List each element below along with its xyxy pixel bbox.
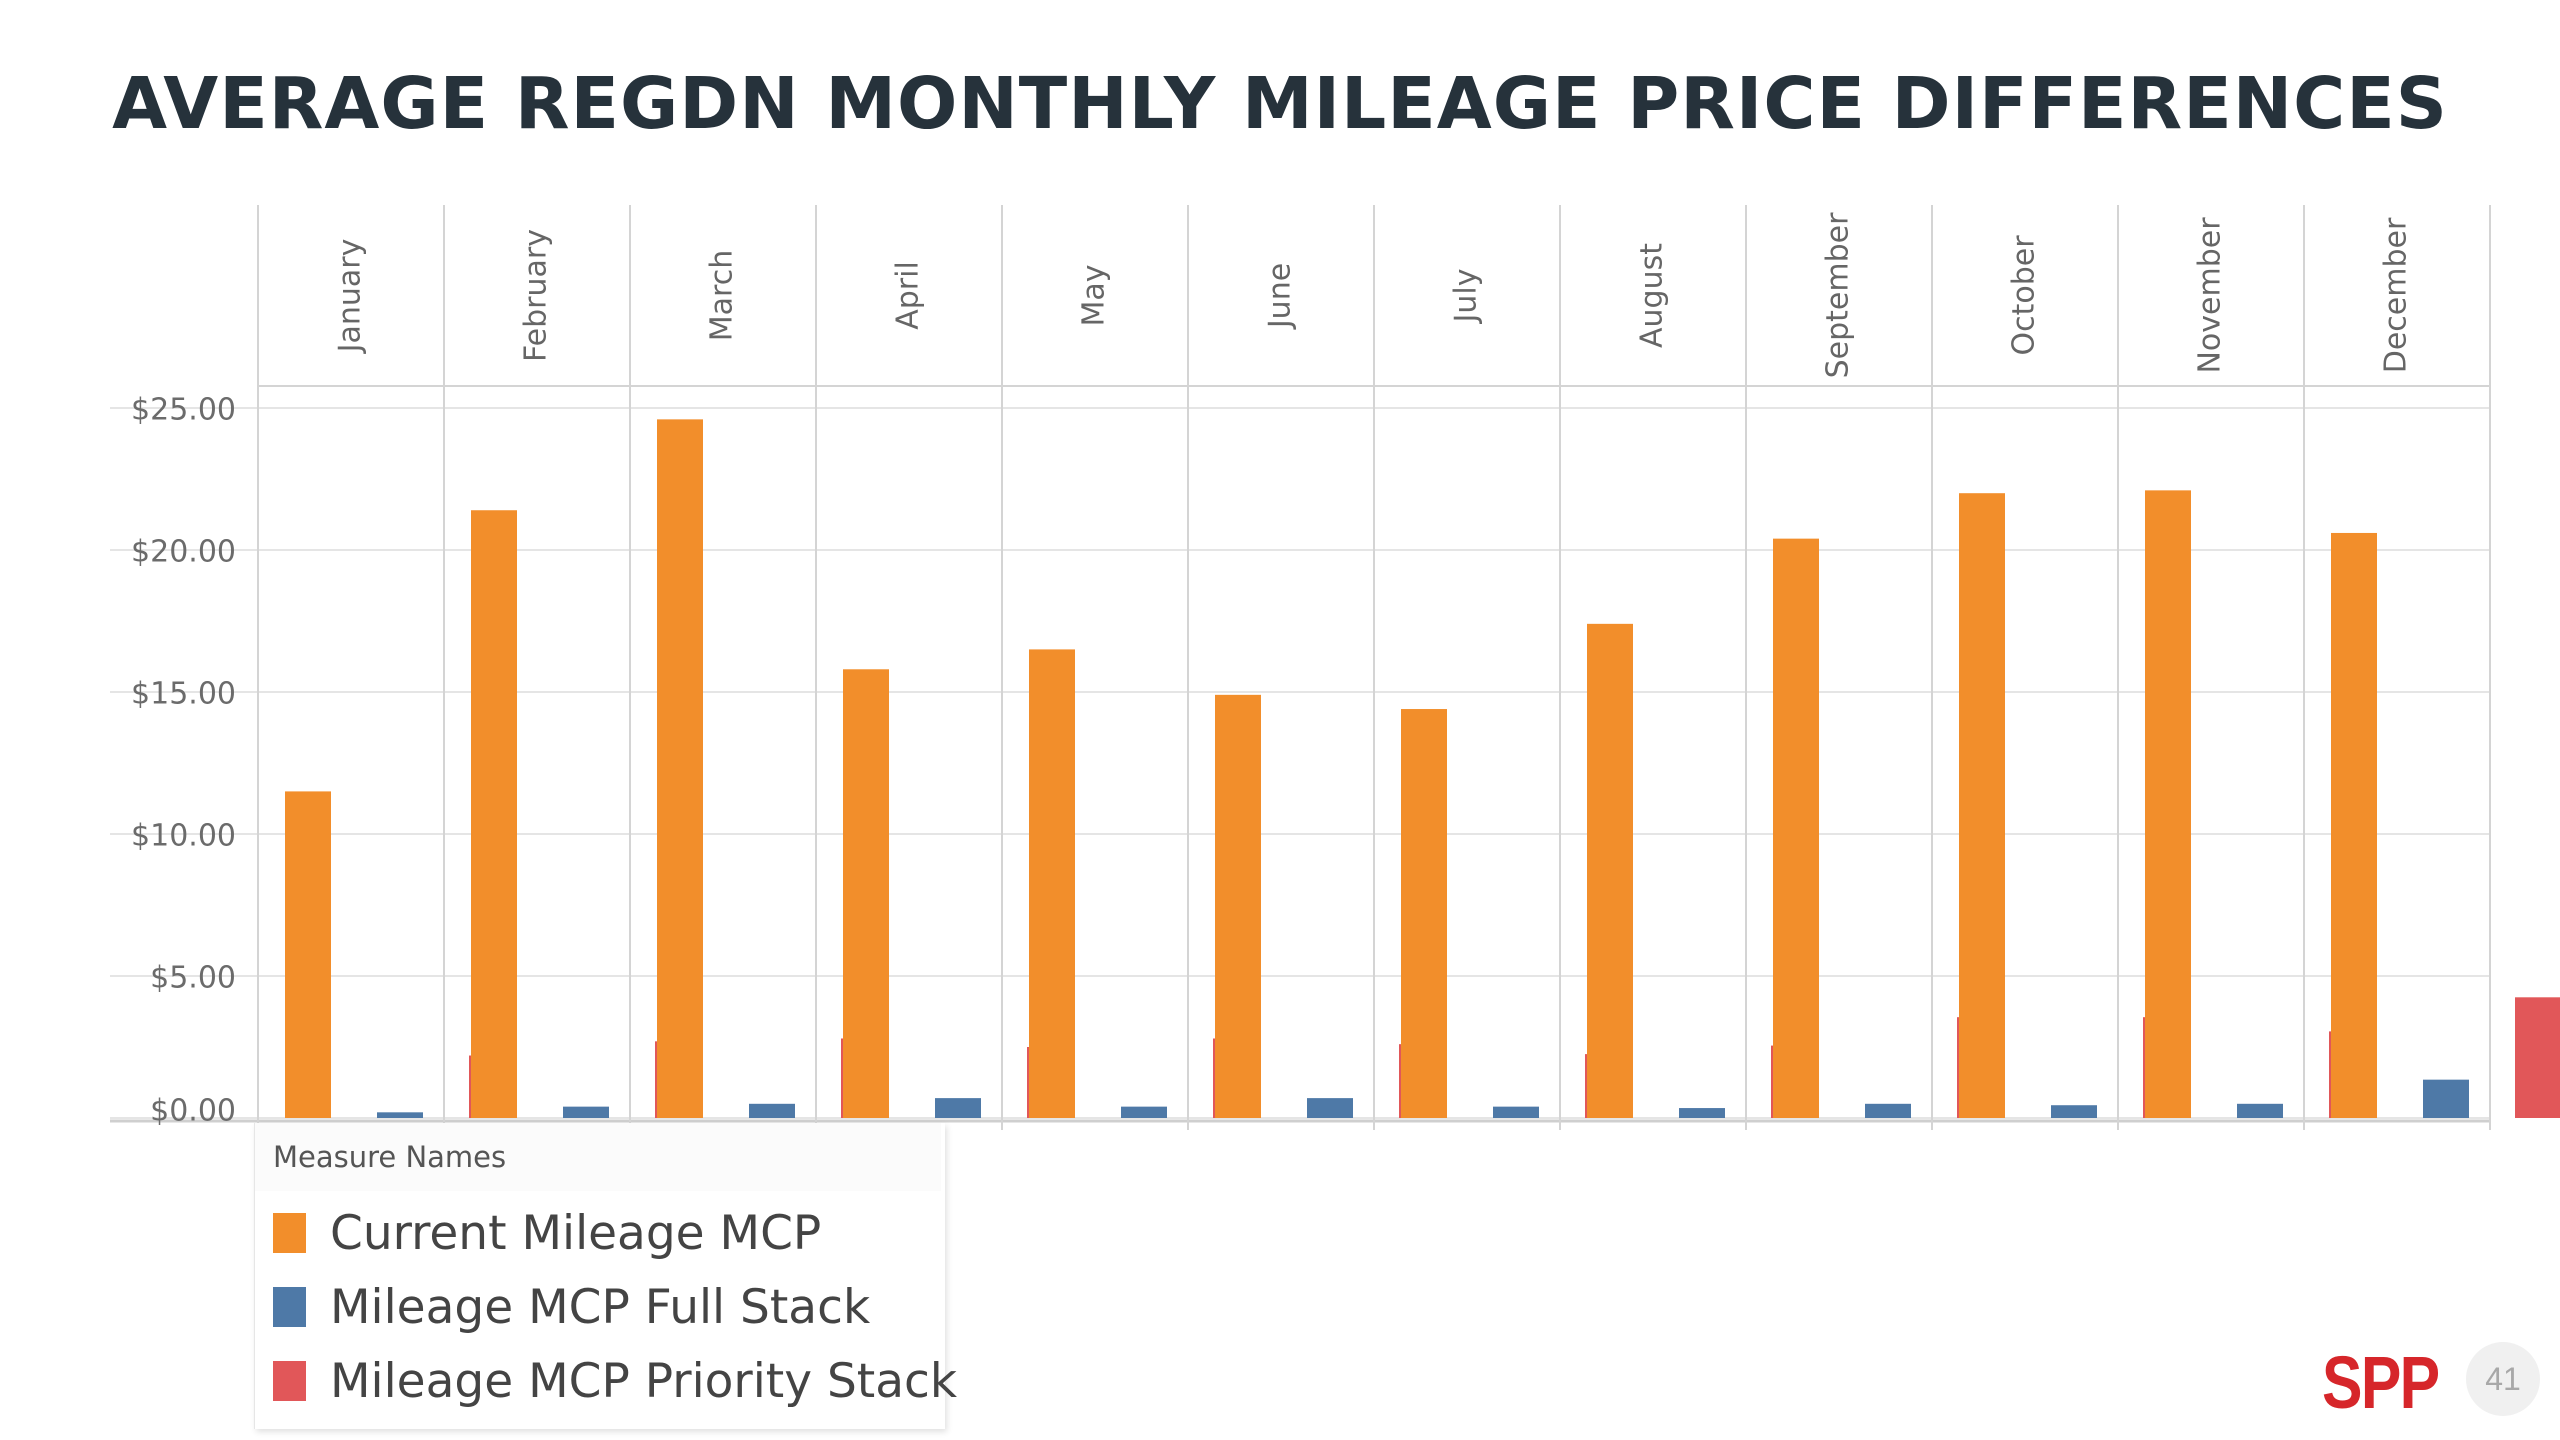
bar-february-mileage-mcp-full-stack[interactable]	[563, 1106, 609, 1118]
month-header-july: July	[1449, 269, 1484, 325]
month-header-labels: January February March April May June July Augu…	[333, 212, 2414, 378]
bar-april-mileage-mcp-full-stack[interactable]	[935, 1098, 981, 1118]
month-header-august: August	[1635, 243, 1670, 348]
month-header-april: April	[891, 261, 926, 330]
y-tick-label: $0.00	[150, 1094, 236, 1129]
legend-item-mileage-mcp-full-stack[interactable]: Mileage MCP Full Stack	[273, 1279, 870, 1335]
bar-march-mileage-mcp-full-stack[interactable]	[749, 1103, 795, 1118]
month-header-may: May	[1077, 264, 1112, 326]
legend-item-mileage-mcp-priority-stack[interactable]: Mileage MCP Priority Stack	[273, 1353, 957, 1409]
legend-swatch	[273, 1213, 306, 1253]
legend-swatch	[273, 1287, 306, 1327]
month-header-march: March	[705, 250, 740, 341]
bar-march-current-mileage-mcp[interactable]	[657, 419, 703, 1118]
bar-october-mileage-mcp-full-stack[interactable]	[2051, 1105, 2097, 1118]
bar-august-current-mileage-mcp[interactable]	[1587, 623, 1633, 1118]
y-tick-label: $5.00	[150, 961, 236, 996]
bar-november-mileage-mcp-full-stack[interactable]	[2237, 1103, 2283, 1118]
bars	[285, 419, 2560, 1118]
legend-label: Mileage MCP Full Stack	[330, 1279, 871, 1335]
y-tick-label: $10.00	[131, 819, 236, 854]
bar-december-mileage-mcp-priority-stack[interactable]	[2515, 997, 2560, 1118]
month-header-november: November	[2193, 217, 2228, 374]
bar-november-current-mileage-mcp[interactable]	[2145, 490, 2191, 1118]
y-tick-label: $20.00	[131, 535, 236, 570]
month-header-june: June	[1263, 263, 1298, 330]
legend-label: Current Mileage MCP	[330, 1205, 822, 1261]
legend-item-current-mileage-mcp[interactable]: Current Mileage MCP	[273, 1205, 821, 1261]
month-header-february: February	[519, 229, 554, 362]
logo-text: SPP	[2322, 1340, 2440, 1424]
y-axis-tick-labels: $0.00 $5.00 $10.00 $15.00 $20.00 $25.00	[131, 393, 236, 1129]
bar-july-mileage-mcp-full-stack[interactable]	[1493, 1106, 1539, 1118]
legend-title: Measure Names	[255, 1123, 941, 1191]
bar-april-current-mileage-mcp[interactable]	[843, 669, 889, 1118]
bar-october-current-mileage-mcp[interactable]	[1959, 493, 2005, 1118]
legend-label: Mileage MCP Priority Stack	[330, 1353, 958, 1409]
bar-may-current-mileage-mcp[interactable]	[1029, 649, 1075, 1118]
bar-june-mileage-mcp-full-stack[interactable]	[1307, 1098, 1353, 1118]
bar-january-current-mileage-mcp[interactable]	[285, 791, 331, 1118]
bar-december-current-mileage-mcp[interactable]	[2331, 532, 2377, 1118]
y-tick-label: $25.00	[131, 393, 236, 428]
month-dividers	[110, 205, 2491, 1130]
bar-september-mileage-mcp-full-stack[interactable]	[1865, 1103, 1911, 1118]
bar-august-mileage-mcp-full-stack[interactable]	[1679, 1108, 1725, 1118]
month-header-september: September	[1821, 212, 1856, 378]
bar-december-mileage-mcp-full-stack[interactable]	[2423, 1079, 2469, 1118]
bar-july-current-mileage-mcp[interactable]	[1401, 709, 1447, 1118]
spp-logo: SPP	[2318, 1340, 2458, 1424]
month-header-january: January	[333, 239, 368, 355]
legend: Measure Names Current Mileage MCP Mileag…	[254, 1123, 957, 1429]
month-header-october: October	[2007, 235, 2042, 356]
bar-june-current-mileage-mcp[interactable]	[1215, 694, 1261, 1118]
gridlines	[110, 407, 2490, 1119]
bar-january-mileage-mcp-full-stack[interactable]	[377, 1112, 423, 1118]
legend-swatch	[273, 1361, 306, 1401]
y-tick-label: $15.00	[131, 677, 236, 712]
bar-february-current-mileage-mcp[interactable]	[471, 510, 517, 1118]
bar-may-mileage-mcp-full-stack[interactable]	[1121, 1106, 1167, 1118]
bar-september-current-mileage-mcp[interactable]	[1773, 538, 1819, 1118]
page-number-badge: 41	[2466, 1342, 2540, 1416]
slide-title: AVERAGE REGDN MONTHLY MILEAGE PRICE DIFF…	[112, 62, 2448, 145]
month-header-december: December	[2379, 217, 2414, 373]
